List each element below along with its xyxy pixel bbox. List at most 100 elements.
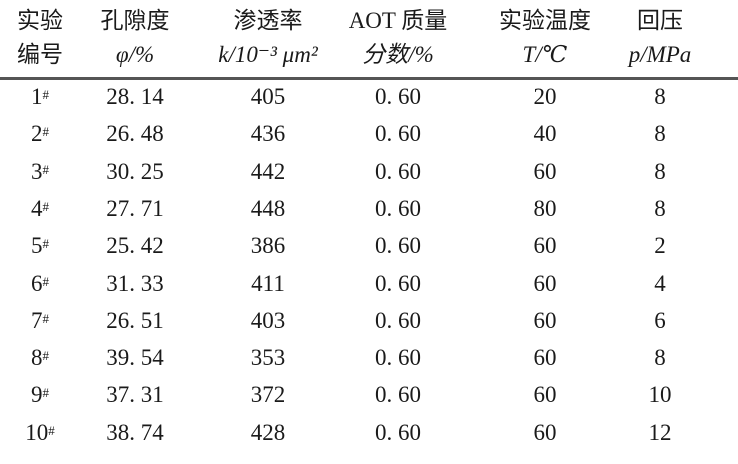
cell-value: 26. 48 [106, 121, 164, 147]
table-cell: 31. 33 [65, 269, 205, 299]
header-line1: 渗透率 [233, 8, 303, 33]
cell-value: 405 [250, 84, 286, 109]
cell-value: 60 [533, 270, 557, 296]
table-cell: 3# [0, 157, 110, 187]
cell-value: 442 [250, 158, 286, 184]
cell-value: 0. 60 [375, 382, 421, 408]
table-cell: 30. 25 [65, 157, 205, 187]
table-cell: 10# [0, 418, 110, 448]
cell-value: 8 [654, 345, 666, 371]
table-cell: 0. 60 [328, 231, 468, 261]
table-cell: 26. 48 [65, 119, 205, 149]
table-cell: 0. 60 [328, 119, 468, 149]
header-line1: 回压 [637, 8, 683, 33]
table-cell: 0. 60 [328, 380, 468, 410]
header-line2: p/MPa [628, 42, 692, 67]
cell-value: 0. 60 [375, 121, 421, 147]
cell-value: 7 [31, 307, 43, 333]
cell-value: 4 [654, 270, 666, 296]
cell-value: 60 [533, 307, 557, 333]
table-cell: 9# [0, 380, 110, 410]
table-cell: 26. 51 [65, 306, 205, 336]
table-cell: 60 [475, 231, 615, 261]
id-suffix: # [42, 348, 50, 364]
cell-value: 0. 60 [375, 195, 421, 221]
cell-value: 0. 60 [375, 270, 421, 296]
column-header: 渗透率 k/10⁻³ μm² [188, 4, 348, 72]
table-cell: 20 [475, 82, 615, 112]
cell-value: 6 [31, 270, 43, 296]
cell-value: 8 [654, 195, 666, 221]
table-cell: 60 [475, 418, 615, 448]
table-cell: 436 [198, 119, 338, 149]
id-suffix: # [42, 161, 50, 177]
cell-value: 386 [250, 233, 286, 259]
cell-value: 10 [25, 419, 49, 445]
table-cell: 442 [198, 157, 338, 187]
table-cell: 8 [590, 194, 730, 224]
id-suffix: # [42, 385, 50, 401]
header-line2: T/℃ [522, 42, 568, 67]
cell-value: 436 [250, 121, 286, 147]
table-cell: 25. 42 [65, 231, 205, 261]
cell-value: 428 [250, 419, 286, 445]
cell-value: 60 [533, 158, 557, 184]
cell-value: 31. 33 [106, 270, 164, 296]
cell-value: 0. 60 [375, 158, 421, 184]
table-cell: 8 [590, 157, 730, 187]
column-header: 实验温度 T/℃ [465, 4, 625, 72]
table-cell: 2# [0, 119, 110, 149]
table-cell: 40 [475, 119, 615, 149]
table-cell: 0. 60 [328, 194, 468, 224]
cell-value: 0. 60 [375, 307, 421, 333]
cell-value: 448 [250, 195, 286, 221]
cell-value: 5 [31, 233, 43, 259]
cell-value: 353 [250, 345, 286, 371]
table-cell: 38. 74 [65, 418, 205, 448]
cell-value: 60 [533, 419, 557, 445]
header-line2: φ/% [115, 42, 155, 67]
table-cell: 39. 54 [65, 343, 205, 373]
table-cell: 8# [0, 343, 110, 373]
table-cell: 60 [475, 157, 615, 187]
cell-value: 80 [533, 195, 557, 221]
cell-value: 8 [654, 121, 666, 147]
table-cell: 0. 60 [328, 418, 468, 448]
table-cell: 4 [590, 269, 730, 299]
table-cell: 28. 14 [65, 82, 205, 112]
cell-value: 30. 25 [106, 158, 164, 184]
table-cell: 6# [0, 269, 110, 299]
table-cell: 405 [198, 82, 338, 112]
cell-value: 37. 31 [106, 382, 164, 408]
id-suffix: # [42, 310, 50, 326]
table-cell: 372 [198, 380, 338, 410]
cell-value: 1 [31, 84, 43, 109]
table-cell: 0. 60 [328, 306, 468, 336]
table-cell: 80 [475, 194, 615, 224]
cell-value: 40 [533, 121, 557, 147]
header-line2: 编号 [17, 42, 63, 67]
cell-value: 10 [648, 382, 672, 408]
cell-value: 0. 60 [375, 419, 421, 445]
table-cell: 60 [475, 269, 615, 299]
id-suffix: # [42, 87, 50, 102]
column-header: 实验 编号 [0, 4, 120, 72]
header-line1: 实验温度 [499, 8, 591, 33]
table-cell: 0. 60 [328, 343, 468, 373]
table-cell: 60 [475, 306, 615, 336]
cell-value: 4 [31, 195, 43, 221]
table-cell: 411 [198, 269, 338, 299]
table-cell: 386 [198, 231, 338, 261]
cell-value: 0. 60 [375, 233, 421, 259]
cell-value: 0. 60 [375, 345, 421, 371]
table-cell: 0. 60 [328, 157, 468, 187]
cell-value: 25. 42 [106, 233, 164, 259]
table-cell: 448 [198, 194, 338, 224]
cell-value: 8 [654, 84, 666, 109]
id-suffix: # [42, 273, 50, 289]
table-cell: 12 [590, 418, 730, 448]
header-line1: 孔隙度 [100, 8, 170, 33]
cell-value: 20 [533, 84, 557, 109]
cell-value: 12 [648, 419, 672, 445]
table-cell: 2 [590, 231, 730, 261]
